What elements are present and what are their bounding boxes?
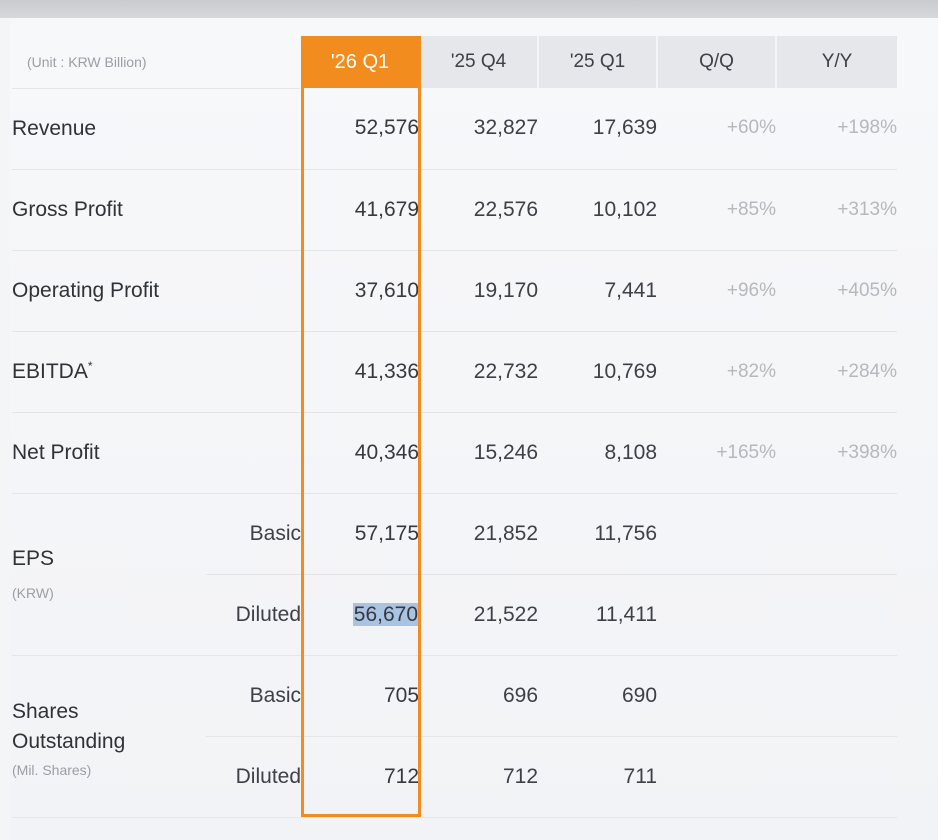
value-yy: +198% [776,88,898,170]
shares-label-line2: Outstanding [12,730,126,753]
value-26q1: 52,576 [301,88,420,170]
table-row-revenue: Revenue 52,576 32,827 17,639 +60% +198% [12,88,898,170]
selected-text-highlight[interactable]: 56,670 [352,602,420,626]
col-header-26q1: '26 Q1 [300,36,420,88]
shares-unit: (Mil. Shares) [12,762,92,778]
row-label: Operating Profit [12,250,302,332]
value-25q4: 19,170 [419,250,539,332]
eps-diluted-label: Diluted [206,574,302,656]
row-label: Net Profit [12,412,302,494]
table-row-ebitda: EBITDA* 41,336 22,732 10,769 +82% +284% [12,331,898,413]
value-26q1: 712 [301,736,420,818]
shares-label-cell: Shares Outstanding (Mil. Shares) [12,655,206,818]
shares-diluted-label: Diluted [206,736,302,818]
table-row-gross-profit: Gross Profit 41,679 22,576 10,102 +85% +… [12,169,898,251]
unit-label: (Unit : KRW Billion) [12,36,302,89]
value-25q4: 21,522 [419,574,539,656]
table-row-shares-basic: Shares Outstanding (Mil. Shares) Basic 7… [12,655,898,818]
value-qq: +60% [657,88,777,170]
value-26q1: 41,679 [301,169,420,251]
value-25q4: 32,827 [419,88,539,170]
eps-basic-label: Basic [206,493,302,575]
value-26q1[interactable]: 56,670 [301,574,420,656]
value-qq: +96% [657,250,777,332]
value-25q4: 22,576 [419,169,539,251]
value-25q1: 11,756 [538,493,658,575]
value-25q4: 21,852 [419,493,539,575]
col-header-yy: Y/Y [775,36,898,88]
value-26q1: 40,346 [301,412,420,494]
value-26q1: 705 [301,655,420,737]
value-25q4: 696 [419,655,539,737]
value-yy: +313% [776,169,898,251]
value-qq [657,736,777,818]
shares-label-line1: Shares [12,700,79,723]
value-26q1: 37,610 [301,250,420,332]
value-yy [776,574,898,656]
value-25q1: 17,639 [538,88,658,170]
value-yy [776,655,898,737]
footnote-marker: * [87,358,93,373]
value-25q4: 15,246 [419,412,539,494]
col-header-25q4: '25 Q4 [418,36,539,88]
table-row-net-profit: Net Profit 40,346 15,246 8,108 +165% +39… [12,412,898,494]
value-25q1: 8,108 [538,412,658,494]
table-row-eps-basic: EPS (KRW) Basic 57,175 21,852 11,756 [12,493,898,656]
row-label: Revenue [12,88,302,170]
row-label: EBITDA* [12,331,302,413]
value-25q1: 10,102 [538,169,658,251]
value-25q4: 22,732 [419,331,539,413]
value-yy [776,736,898,818]
col-header-qq: Q/Q [656,36,777,88]
value-qq: +82% [657,331,777,413]
value-yy [776,493,898,575]
value-qq: +85% [657,169,777,251]
value-qq: +165% [657,412,777,494]
shares-basic-label: Basic [206,655,302,737]
value-qq [657,655,777,737]
row-label-text: EBITDA [12,359,88,383]
top-bar [0,0,938,18]
header-row: (Unit : KRW Billion) '26 Q1 '25 Q4 '25 Q… [12,36,898,89]
value-qq [657,574,777,656]
eps-unit: (KRW) [12,585,54,601]
value-25q1: 711 [538,736,658,818]
value-25q4: 712 [419,736,539,818]
value-26q1: 41,336 [301,331,420,413]
eps-label-cell: EPS (KRW) [12,493,206,656]
value-yy: +284% [776,331,898,413]
table-row-operating-profit: Operating Profit 37,610 19,170 7,441 +96… [12,250,898,332]
value-qq [657,493,777,575]
eps-label: EPS [12,547,55,570]
row-label: Gross Profit [12,169,302,251]
value-25q1: 690 [538,655,658,737]
col-header-25q1: '25 Q1 [537,36,658,88]
table-row-eps-diluted: Diluted 56,670 21,522 11,411 [12,574,898,656]
value-yy: +398% [776,412,898,494]
financial-summary-table: (Unit : KRW Billion) '26 Q1 '25 Q4 '25 Q… [12,36,898,818]
value-yy: +405% [776,250,898,332]
value-25q1: 7,441 [538,250,658,332]
value-26q1: 57,175 [301,493,420,575]
value-25q1: 10,769 [538,331,658,413]
table-row-shares-diluted: Diluted 712 712 711 [12,736,898,818]
value-25q1: 11,411 [538,574,658,656]
